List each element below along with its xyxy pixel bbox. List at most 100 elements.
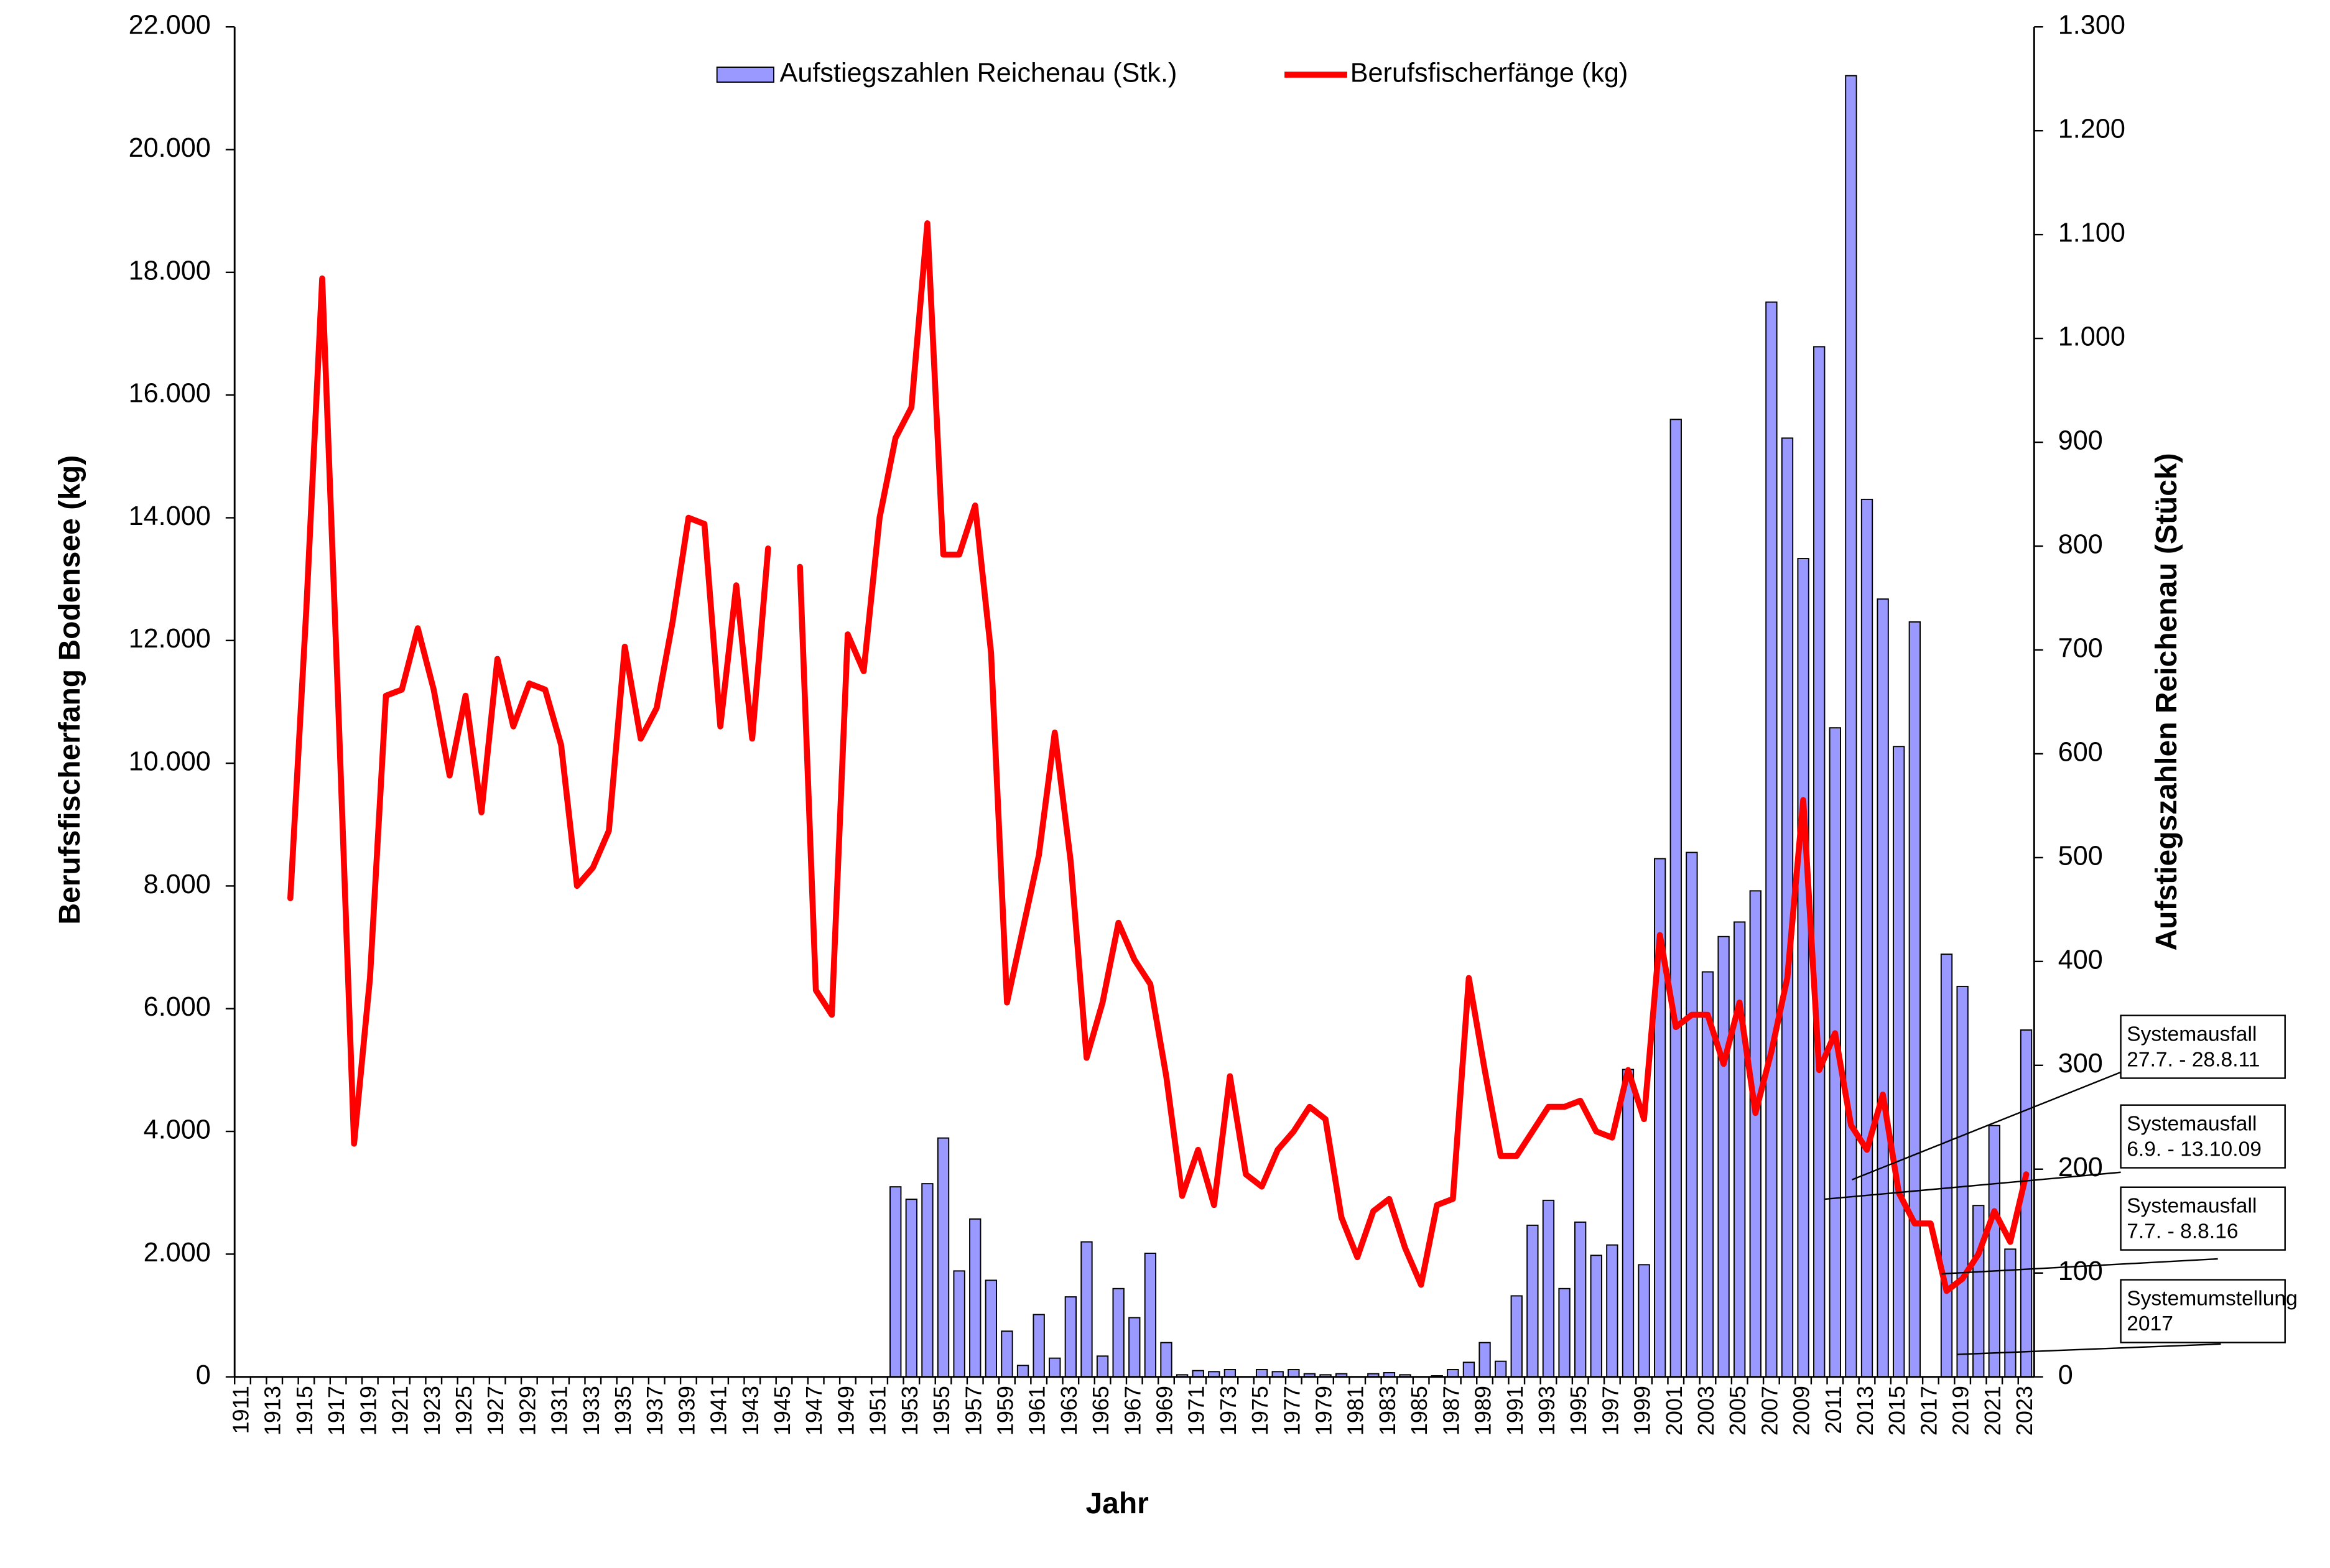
annotation-leader <box>1941 1258 2218 1275</box>
x-tick-label: 2023 <box>2012 1386 2037 1436</box>
x-tick-label: 1967 <box>1120 1386 1145 1436</box>
bar <box>1797 558 1809 1378</box>
x-tick-label: 1911 <box>228 1386 254 1434</box>
bar <box>1494 1360 1507 1378</box>
bar <box>1144 1253 1157 1378</box>
x-tick-label: 1949 <box>833 1386 858 1436</box>
y-tick-label: 4.000 <box>144 1115 211 1144</box>
y2-tick-label: 900 <box>2058 425 2103 455</box>
bar <box>1064 1296 1077 1378</box>
legend-swatch <box>716 67 774 83</box>
y2-tick-label: 800 <box>2058 529 2103 559</box>
x-tick-label: 1975 <box>1247 1386 1273 1436</box>
x-tick-label: 1929 <box>514 1386 540 1436</box>
x-tick-label: 1943 <box>738 1386 763 1436</box>
bar <box>1908 621 1921 1378</box>
x-tick-label: 1947 <box>801 1386 827 1436</box>
bar <box>1558 1287 1571 1378</box>
x-tick-label: 1983 <box>1375 1386 1400 1436</box>
bar <box>1734 921 1746 1378</box>
x-tick-label: 1945 <box>769 1386 795 1436</box>
x-tick-label: 1915 <box>292 1386 317 1436</box>
annotation-box <box>2120 1104 2286 1169</box>
x-tick-label: 1977 <box>1279 1386 1304 1436</box>
annotation-box <box>2120 1279 2286 1343</box>
y-tick-label: 2.000 <box>144 1238 211 1268</box>
x-tick-label: 1941 <box>706 1386 731 1436</box>
bar <box>1638 1264 1650 1378</box>
bar <box>1542 1199 1555 1378</box>
bar <box>985 1279 998 1378</box>
bar <box>2004 1248 2017 1378</box>
bar <box>1223 1369 1237 1378</box>
y2-tick-label: 400 <box>2058 945 2103 975</box>
x-tick-label: 1917 <box>323 1386 349 1436</box>
x-tick-label: 1919 <box>355 1386 381 1436</box>
bar <box>1606 1244 1618 1378</box>
x-tick-label: 1935 <box>610 1386 636 1436</box>
x-tick-label: 1971 <box>1184 1386 1209 1436</box>
bar <box>969 1218 982 1378</box>
bar <box>1288 1369 1300 1378</box>
x-tick-label: 1963 <box>1056 1386 1082 1436</box>
x-tick-label: 1923 <box>419 1386 445 1436</box>
x-tick-label: 2009 <box>1789 1386 1814 1436</box>
bar <box>1478 1342 1491 1378</box>
bar <box>1160 1342 1172 1378</box>
bar <box>1462 1362 1475 1378</box>
x-tick-label: 1995 <box>1566 1386 1591 1436</box>
y2-tick-label: 1.200 <box>2058 114 2125 144</box>
bar <box>2020 1029 2033 1378</box>
annotation-box <box>2120 1014 2286 1079</box>
x-tick-label: 1951 <box>865 1386 891 1436</box>
bar <box>1686 851 1698 1378</box>
y-tick-label: 16.000 <box>129 379 211 409</box>
x-tick-label: 1961 <box>1024 1386 1050 1436</box>
x-tick-label: 1921 <box>388 1386 413 1436</box>
y2-tick-label: 1.000 <box>2058 322 2125 352</box>
y-tick-label: 6.000 <box>144 992 211 1022</box>
annotation-text: 7.7. - 8.8.16 <box>2127 1220 2238 1243</box>
x-tick-label: 1931 <box>547 1386 572 1436</box>
y-tick-label: 18.000 <box>129 256 211 285</box>
x-tick-label: 1989 <box>1470 1386 1496 1436</box>
y-tick-label: 0 <box>196 1360 211 1390</box>
annotation-box <box>2120 1186 2286 1251</box>
bar <box>1128 1317 1141 1378</box>
x-tick-label: 2005 <box>1725 1386 1750 1436</box>
x-tick-label: 1987 <box>1438 1386 1464 1436</box>
x-tick-label: 1991 <box>1502 1386 1528 1436</box>
bar <box>1860 498 1873 1378</box>
bar <box>1988 1125 2001 1378</box>
x-tick-label: 1927 <box>483 1386 508 1436</box>
legend-label: Aufstiegszahlen Reichenau (Stk.) <box>780 58 1177 88</box>
y2-axis-title: Aufstiegszahlen Reichenau (Stück) <box>2150 453 2183 950</box>
annotation-text: 27.7. - 28.8.11 <box>2127 1048 2260 1071</box>
x-tick-label: 1979 <box>1311 1386 1337 1436</box>
x-tick-label: 1959 <box>992 1386 1018 1436</box>
x-tick-label: 1933 <box>578 1386 604 1436</box>
legend-label: Berufsfischerfänge (kg) <box>1350 58 1628 88</box>
y-tick-label: 8.000 <box>144 870 211 899</box>
x-tick-label: 2011 <box>1821 1386 1846 1434</box>
annotation-leader <box>1851 1071 2122 1181</box>
x-tick-label: 2001 <box>1661 1386 1687 1436</box>
bar <box>1112 1287 1125 1378</box>
bar <box>1765 301 1778 1378</box>
bar <box>1033 1314 1045 1378</box>
x-tick-label: 1913 <box>260 1386 285 1436</box>
y2-tick-label: 100 <box>2058 1256 2103 1286</box>
bar <box>1893 746 1905 1378</box>
y-tick-label: 22.000 <box>129 11 211 40</box>
x-tick-label: 1981 <box>1343 1386 1368 1436</box>
bar <box>921 1183 934 1378</box>
x-tick-label: 2007 <box>1757 1386 1782 1436</box>
bar <box>1845 75 1857 1378</box>
bar <box>1590 1255 1602 1378</box>
x-tick-label: 2015 <box>1884 1386 1910 1436</box>
bar <box>1447 1369 1459 1378</box>
bar <box>1877 598 1889 1378</box>
annotation-text: Systemumstellung <box>2127 1287 2298 1310</box>
